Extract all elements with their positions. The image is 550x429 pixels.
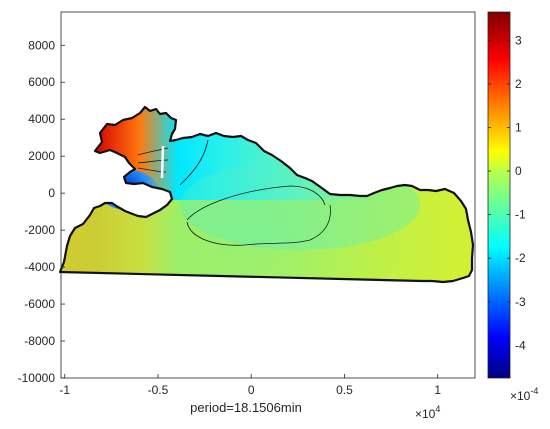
y-tick-label: -6000 [24,297,55,311]
colorbar-exponent-base: ×10 [510,389,531,403]
colorbar-tick-label: 1 [515,120,522,134]
y-tick-label: 6000 [28,75,55,89]
colorbar-tick-label: 3 [515,33,522,47]
x-exponent-power: 4 [435,404,440,414]
y-tick-label: 8000 [28,38,55,52]
x-tick-label: 0.5 [336,383,353,397]
main-axes: -1 -0.5 0 0.5 1 8000 6000 4000 2000 0 -2000 -4000 -… [18,11,476,421]
x-exponent-base: ×10 [415,407,436,421]
colorbar-tick-label: -1 [515,208,526,222]
y-tick-label: 2000 [28,149,55,163]
colorbar-gradient [487,11,511,379]
colorbar-tick-label: 2 [515,77,522,91]
colorbar-exponent-power: -4 [530,386,538,396]
contour-line [186,204,331,246]
y-tick-label: 0 [48,186,55,200]
y-tick-label: -4000 [24,260,55,274]
x-axis-label: period=18.1506min [190,400,302,415]
y-tick-label: -8000 [24,334,55,348]
contour-line [137,147,169,156]
x-tick-label: -1 [59,383,70,397]
contour-line [137,159,169,164]
colorbar-tick-label: -4 [515,338,526,352]
x-ticks: -1 -0.5 0 0.5 1 [59,374,441,397]
colorbar-ticks: 3 2 1 0 -1 -2 -3 -4 [488,33,526,352]
colorbar-tick-label: -2 [515,251,526,265]
x-tick-label: -0.5 [148,383,169,397]
x-tick-label: 0 [248,383,255,397]
gap-line [160,145,165,179]
colorbar-exponent: ×10-4 [510,386,538,403]
contour-line [137,167,167,173]
y-tick-label: -2000 [24,223,55,237]
colorbar-tick-label: 0 [515,164,522,178]
y-tick-label: 4000 [28,112,55,126]
x-axis-exponent: ×104 [415,404,440,421]
y-tick-label: -10000 [18,371,56,385]
contour-line [186,185,326,221]
colorbar-tick-label: -3 [515,295,526,309]
domain-outline [58,105,475,284]
y-ticks: 8000 6000 4000 2000 0 -2000 -4000 -6000 -8000 -10… [18,38,65,385]
x-tick-label: 1 [434,383,441,397]
contour-line [179,139,209,186]
